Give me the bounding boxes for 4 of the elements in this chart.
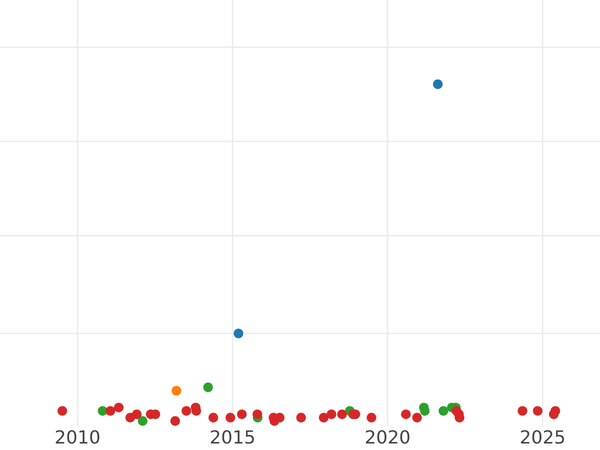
x-tick-label: 2025 [520, 430, 564, 444]
x-tick-label: 2015 [210, 430, 254, 444]
x-tick-label: 2020 [366, 430, 410, 444]
x-tick-label: 2010 [56, 430, 100, 444]
